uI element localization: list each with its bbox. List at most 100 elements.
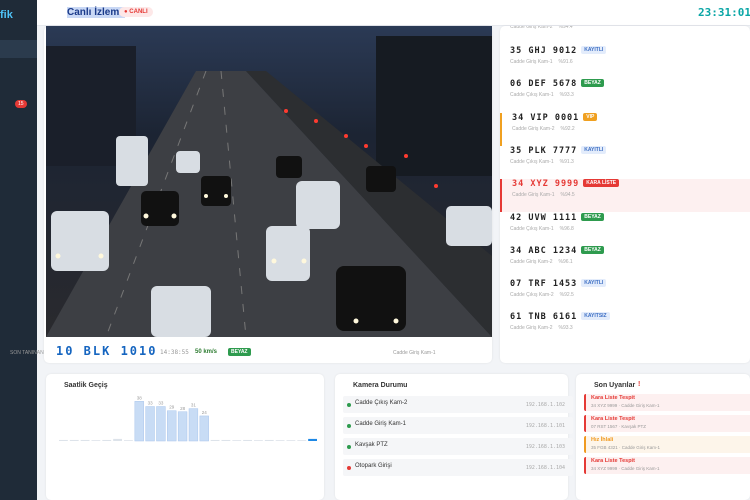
alert-row: Kara Liste Tespit 34 XYZ 9999 · Cadde Gir… xyxy=(584,394,750,411)
hour-bar xyxy=(308,438,317,441)
detection-meta: Cadde Giriş Kam-2 %94.4 xyxy=(510,26,573,30)
hour-bar xyxy=(232,440,242,441)
hourly-chart: 38 33 33 29 28 31 24 xyxy=(59,395,317,442)
status-dot xyxy=(347,445,351,449)
camera-name: Kavşak PTZ xyxy=(355,442,388,448)
hour-bar xyxy=(188,408,199,442)
hour-value: 29 xyxy=(169,405,175,410)
detection-row: Cadde Giriş Kam-2 %94.4 xyxy=(500,26,750,57)
hour-bar xyxy=(221,439,231,441)
confidence: %91.3 xyxy=(559,158,574,165)
detection-meta: Cadde Çıkış Kam-2 %92.5 xyxy=(510,292,574,298)
brand: fik xyxy=(0,9,13,21)
detection-row: 07 TRF 1453 KAYITLI Cadde Çıkış Kam-2 %92.5 xyxy=(500,279,750,312)
tag: BEYAZ xyxy=(581,79,604,88)
detection-meta: Cadde Çıkış Kam-1 %93.3 xyxy=(510,92,574,98)
camera: Cadde Giriş Kam-1 xyxy=(512,192,555,199)
label: SON TANINAN xyxy=(10,350,44,356)
camera-row: Cadde Giriş Kam-1 192.168.1.101 xyxy=(343,417,573,434)
status-dot xyxy=(347,424,351,428)
nav-badge: 15 xyxy=(15,100,27,108)
status-dot xyxy=(347,403,351,407)
alert-detail: 34 XYZ 9999 · Cadde Giriş Kam-1 xyxy=(591,466,660,471)
detection-meta: Cadde Giriş Kam-2 %96.1 xyxy=(510,259,573,265)
camera: Cadde Çıkış Kam-1 xyxy=(510,92,554,99)
camera-name: Cadde Giriş Kam-1 xyxy=(355,421,407,427)
confidence: %94.5 xyxy=(560,192,575,199)
camera-name: Otopark Girişi xyxy=(355,463,392,469)
hour-bar xyxy=(199,415,209,442)
detection-row: 34 VIP 0001 VIP Cadde Giriş Kam-2 %92.2 xyxy=(500,112,750,146)
plate: 35 PLK 7777 xyxy=(510,145,578,156)
detection-row: 35 PLK 7777 KAYITLI Cadde Çıkış Kam-1 %91.3 xyxy=(500,145,750,179)
hour-bar xyxy=(275,440,285,441)
alert-detail: 35 FGB 4321 · Cadde Giriş Kam-1 xyxy=(591,445,661,450)
panel-title: Kamera Durumu xyxy=(353,382,408,389)
tag: BEYAZ xyxy=(581,245,604,254)
sidebar: fik 15 xyxy=(0,0,37,500)
plate: 61 TNB 6161 xyxy=(510,312,578,323)
time: 14:38:55 xyxy=(160,349,189,356)
camera-feed xyxy=(46,26,492,337)
confidence: %93.3 xyxy=(559,92,574,99)
alert-detail: 34 XYZ 9999 · Cadde Giriş Kam-1 xyxy=(591,403,660,408)
hour-bar xyxy=(102,439,112,441)
confidence: %96.8 xyxy=(559,225,574,232)
hour-bar xyxy=(167,410,177,442)
tag: BEYAZ xyxy=(581,212,604,221)
camera-ip: 192.168.1.101 xyxy=(525,423,565,429)
hour-value: 38 xyxy=(137,395,143,400)
plate: 07 TRF 1453 xyxy=(510,279,578,290)
nav-active[interactable] xyxy=(0,40,37,58)
alert-title: Kara Liste Tespit xyxy=(591,416,635,422)
camera: Cadde Giriş Kam-2 xyxy=(512,125,555,132)
alert-row: Kara Liste Tespit 07 RST 1567 · Kavşak PT… xyxy=(584,415,750,432)
detection-row: 34 XYZ 9999 KARA LİSTE Cadde Giriş Kam-1 %9… xyxy=(500,179,750,213)
confidence: %92.5 xyxy=(559,292,574,299)
camera: Cadde Giriş Kam-2 xyxy=(510,325,553,332)
live-badge: ● CANLI xyxy=(119,7,153,17)
video-panel xyxy=(44,26,492,363)
hourly-panel: Saatlik Geçiş 38 33 33 29 28 31 24 xyxy=(46,374,324,500)
plate: 42 UVW 1111 xyxy=(510,212,578,223)
confidence: %93.3 xyxy=(558,325,573,332)
plate: 35 GHJ 9012 xyxy=(510,46,578,56)
hour-bar xyxy=(156,406,166,442)
detection-row: 34 ABC 1234 BEYAZ Cadde Giriş Kam-2 %96.1 xyxy=(500,245,750,279)
alert-title: Kara Liste Tespit xyxy=(591,395,635,401)
cameras-panel: Kamera Durumu Cadde Çıkış Kam-2 192.168.1… xyxy=(335,374,573,500)
hour-bar xyxy=(145,406,155,442)
tag: KAYITLI xyxy=(581,145,607,154)
confidence: %96.1 xyxy=(558,258,573,265)
plate: 10 BLK 1010 xyxy=(56,344,158,358)
tag: VIP xyxy=(583,112,598,121)
alert-title: Hız İhlali xyxy=(591,437,614,443)
confidence: %92.2 xyxy=(560,125,575,132)
plate: 06 DEF 5678 xyxy=(510,79,578,90)
tag: KAYITLI xyxy=(581,279,607,288)
hour-bar xyxy=(91,440,101,441)
hour-bar xyxy=(297,440,307,441)
hour-value: 33 xyxy=(148,401,154,406)
confidence: %91.6 xyxy=(558,59,573,65)
camera-ip: 192.168.1.102 xyxy=(525,402,565,408)
hour-bar xyxy=(59,439,68,441)
hour-bar xyxy=(80,439,90,441)
tag: BEYAZ xyxy=(228,348,251,356)
hour-bar xyxy=(286,440,296,441)
detections-panel: Cadde Giriş Kam-2 %94.4 35 GHJ 9012 KAYITLI… xyxy=(500,26,750,363)
detection-meta: Cadde Giriş Kam-1 %91.6 xyxy=(510,59,573,65)
detection-meta: Cadde Çıkış Kam-1 %91.3 xyxy=(510,159,574,165)
hour-bar xyxy=(134,401,144,442)
detection-meta: Cadde Giriş Kam-1 %94.5 xyxy=(512,192,575,198)
tag: KARA LİSTE xyxy=(583,179,620,188)
detection-row: 35 GHJ 9012 KAYITLI Cadde Giriş Kam-1 %91.6 xyxy=(500,46,750,79)
panel-title: Son Uyarılar xyxy=(594,382,636,389)
hour-bar xyxy=(264,439,274,441)
camera: Cadde Çıkış Kam-2 xyxy=(510,292,554,299)
alert-detail: 07 RST 1567 · Kavşak PTZ xyxy=(591,424,646,429)
camera-ip: 192.168.1.103 xyxy=(525,444,565,450)
detection-meta: Cadde Çıkış Kam-1 %96.8 xyxy=(510,226,574,232)
last-recognized: SON TANINAN 10 BLK 1010 14:38:55 50 km/s… xyxy=(10,344,480,360)
